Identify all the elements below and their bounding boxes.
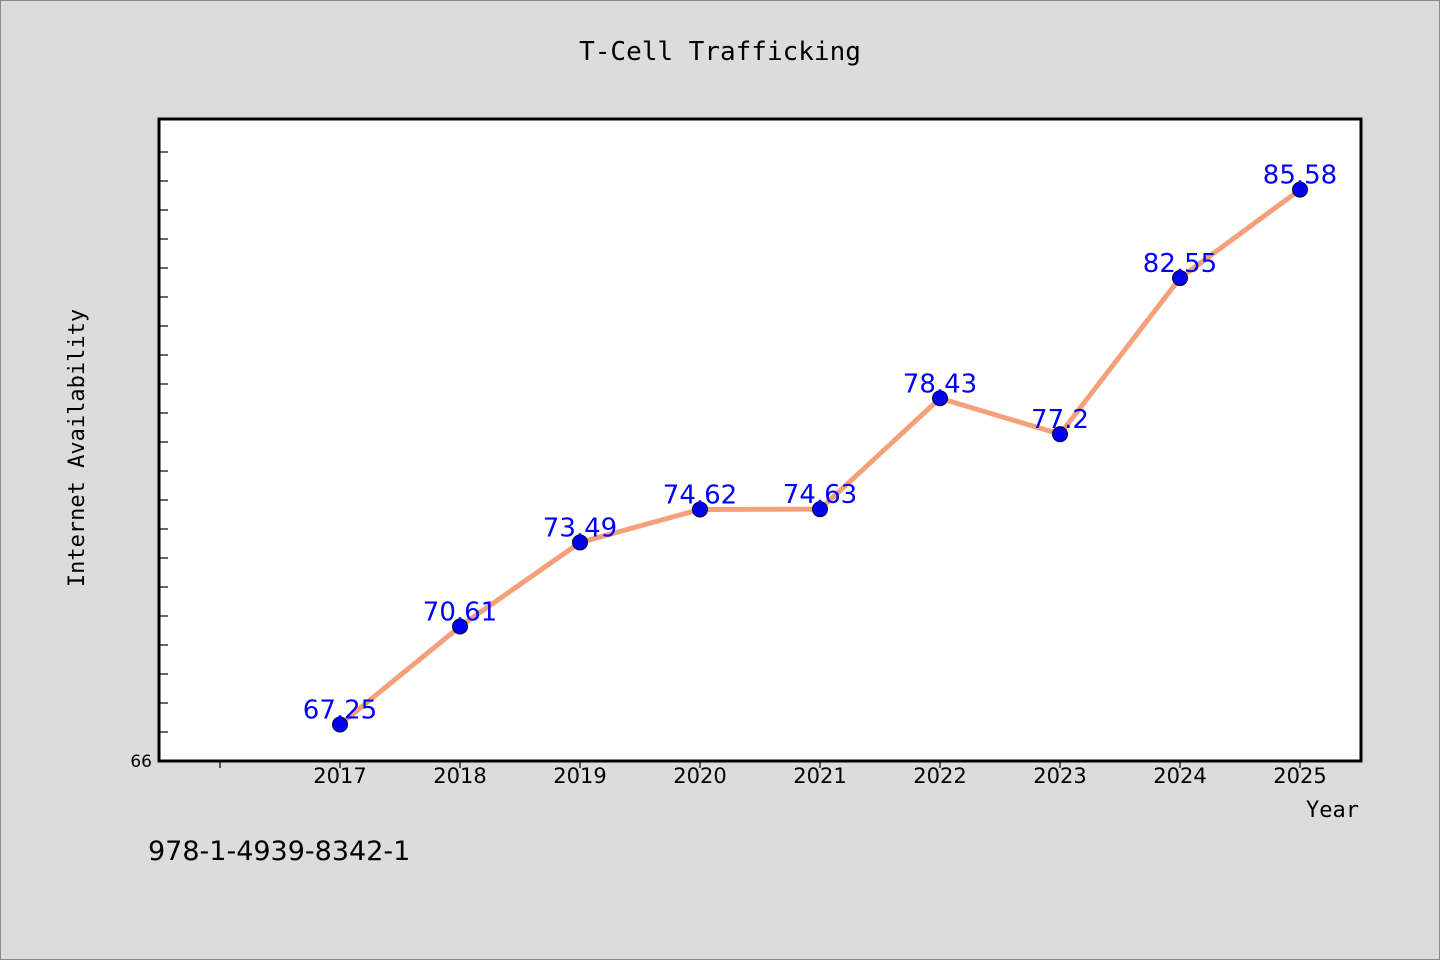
x-tick-label: 2019 <box>553 764 606 788</box>
x-axis-label: Year <box>1306 798 1359 823</box>
data-point-marker <box>572 534 588 551</box>
data-point-marker <box>692 501 708 518</box>
x-tick-label: 2025 <box>1273 764 1326 788</box>
x-tick-label: 2021 <box>793 764 846 788</box>
data-point-marker <box>932 390 948 407</box>
data-point-marker <box>452 618 468 635</box>
data-point-marker <box>332 716 348 733</box>
data-labels: 67.25 70.61 73.49 74.62 74.63 78.43 77.2 82.55 8… <box>303 161 1337 726</box>
data-point-marker <box>812 501 828 518</box>
data-point-marker <box>1172 270 1188 287</box>
x-tick-label: 2018 <box>433 764 486 788</box>
data-label: 74.63 <box>783 480 857 510</box>
footer-isbn: 978-1-4939-8342-1 <box>148 836 411 867</box>
data-label: 85.58 <box>1263 161 1337 191</box>
x-tick-label: 2020 <box>673 764 726 788</box>
x-tick-label: 2017 <box>313 764 366 788</box>
x-axis-ticks <box>219 762 1301 768</box>
data-label: 70.61 <box>423 597 497 627</box>
data-point-marker <box>1052 426 1068 443</box>
plot-area <box>157 117 1363 763</box>
data-point-marker <box>1292 181 1308 198</box>
data-label: 73.49 <box>543 513 617 543</box>
y-tick-label: 66 <box>130 752 152 772</box>
data-label: 82.55 <box>1143 249 1217 279</box>
series-markers <box>332 181 1308 733</box>
x-tick-label: 2022 <box>913 764 966 788</box>
x-axis-tick-labels: 2017 2018 2019 2020 2021 2022 2023 2024 2025 <box>313 764 1326 788</box>
data-label: 67.25 <box>303 696 377 726</box>
x-tick-label: 2023 <box>1033 764 1086 788</box>
data-label: 74.62 <box>663 480 737 510</box>
y-axis-label: Internet Availability <box>65 309 90 587</box>
chart-title: T-Cell Trafficking <box>579 37 861 67</box>
y-axis-ticks <box>159 151 168 733</box>
data-label: 78.43 <box>903 369 977 399</box>
x-tick-label: 2024 <box>1153 764 1206 788</box>
data-label: 77.2 <box>1031 405 1089 435</box>
